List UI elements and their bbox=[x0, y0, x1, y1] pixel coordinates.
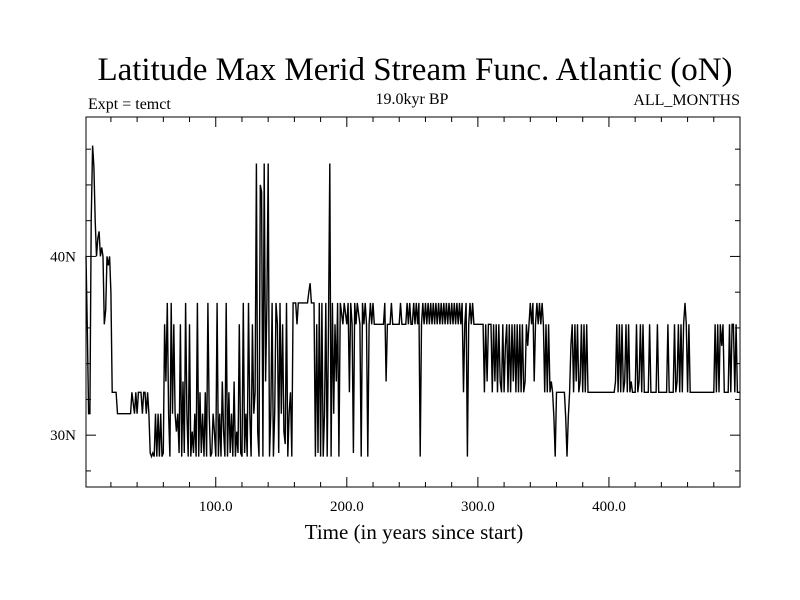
y-tick-label: 30N bbox=[50, 428, 76, 444]
y-tick-label: 40N bbox=[50, 249, 76, 265]
x-tick-label: 200.0 bbox=[330, 499, 364, 515]
plot-frame bbox=[85, 116, 741, 488]
chart-subtitle-right: ALL_MONTHS bbox=[633, 92, 740, 109]
chart-subtitle-center: 19.0kyr BP bbox=[376, 91, 449, 108]
series-group bbox=[85, 145, 740, 459]
y-axis-ticks: 30N 40N bbox=[50, 148, 740, 472]
x-axis-label: Time (in years since start) bbox=[305, 520, 524, 544]
x-tick-label: 400.0 bbox=[592, 499, 626, 515]
chart-subtitle-left: Expt = temct bbox=[88, 96, 171, 113]
x-tick-label: 100.0 bbox=[199, 499, 233, 515]
x-tick-label: 300.0 bbox=[461, 499, 495, 515]
x-axis-ticks: 100.0 200.0 300.0 400.0 bbox=[110, 117, 715, 515]
series-line bbox=[85, 145, 740, 459]
chart-title: Latitude Max Merid Stream Func. Atlantic… bbox=[97, 52, 732, 88]
